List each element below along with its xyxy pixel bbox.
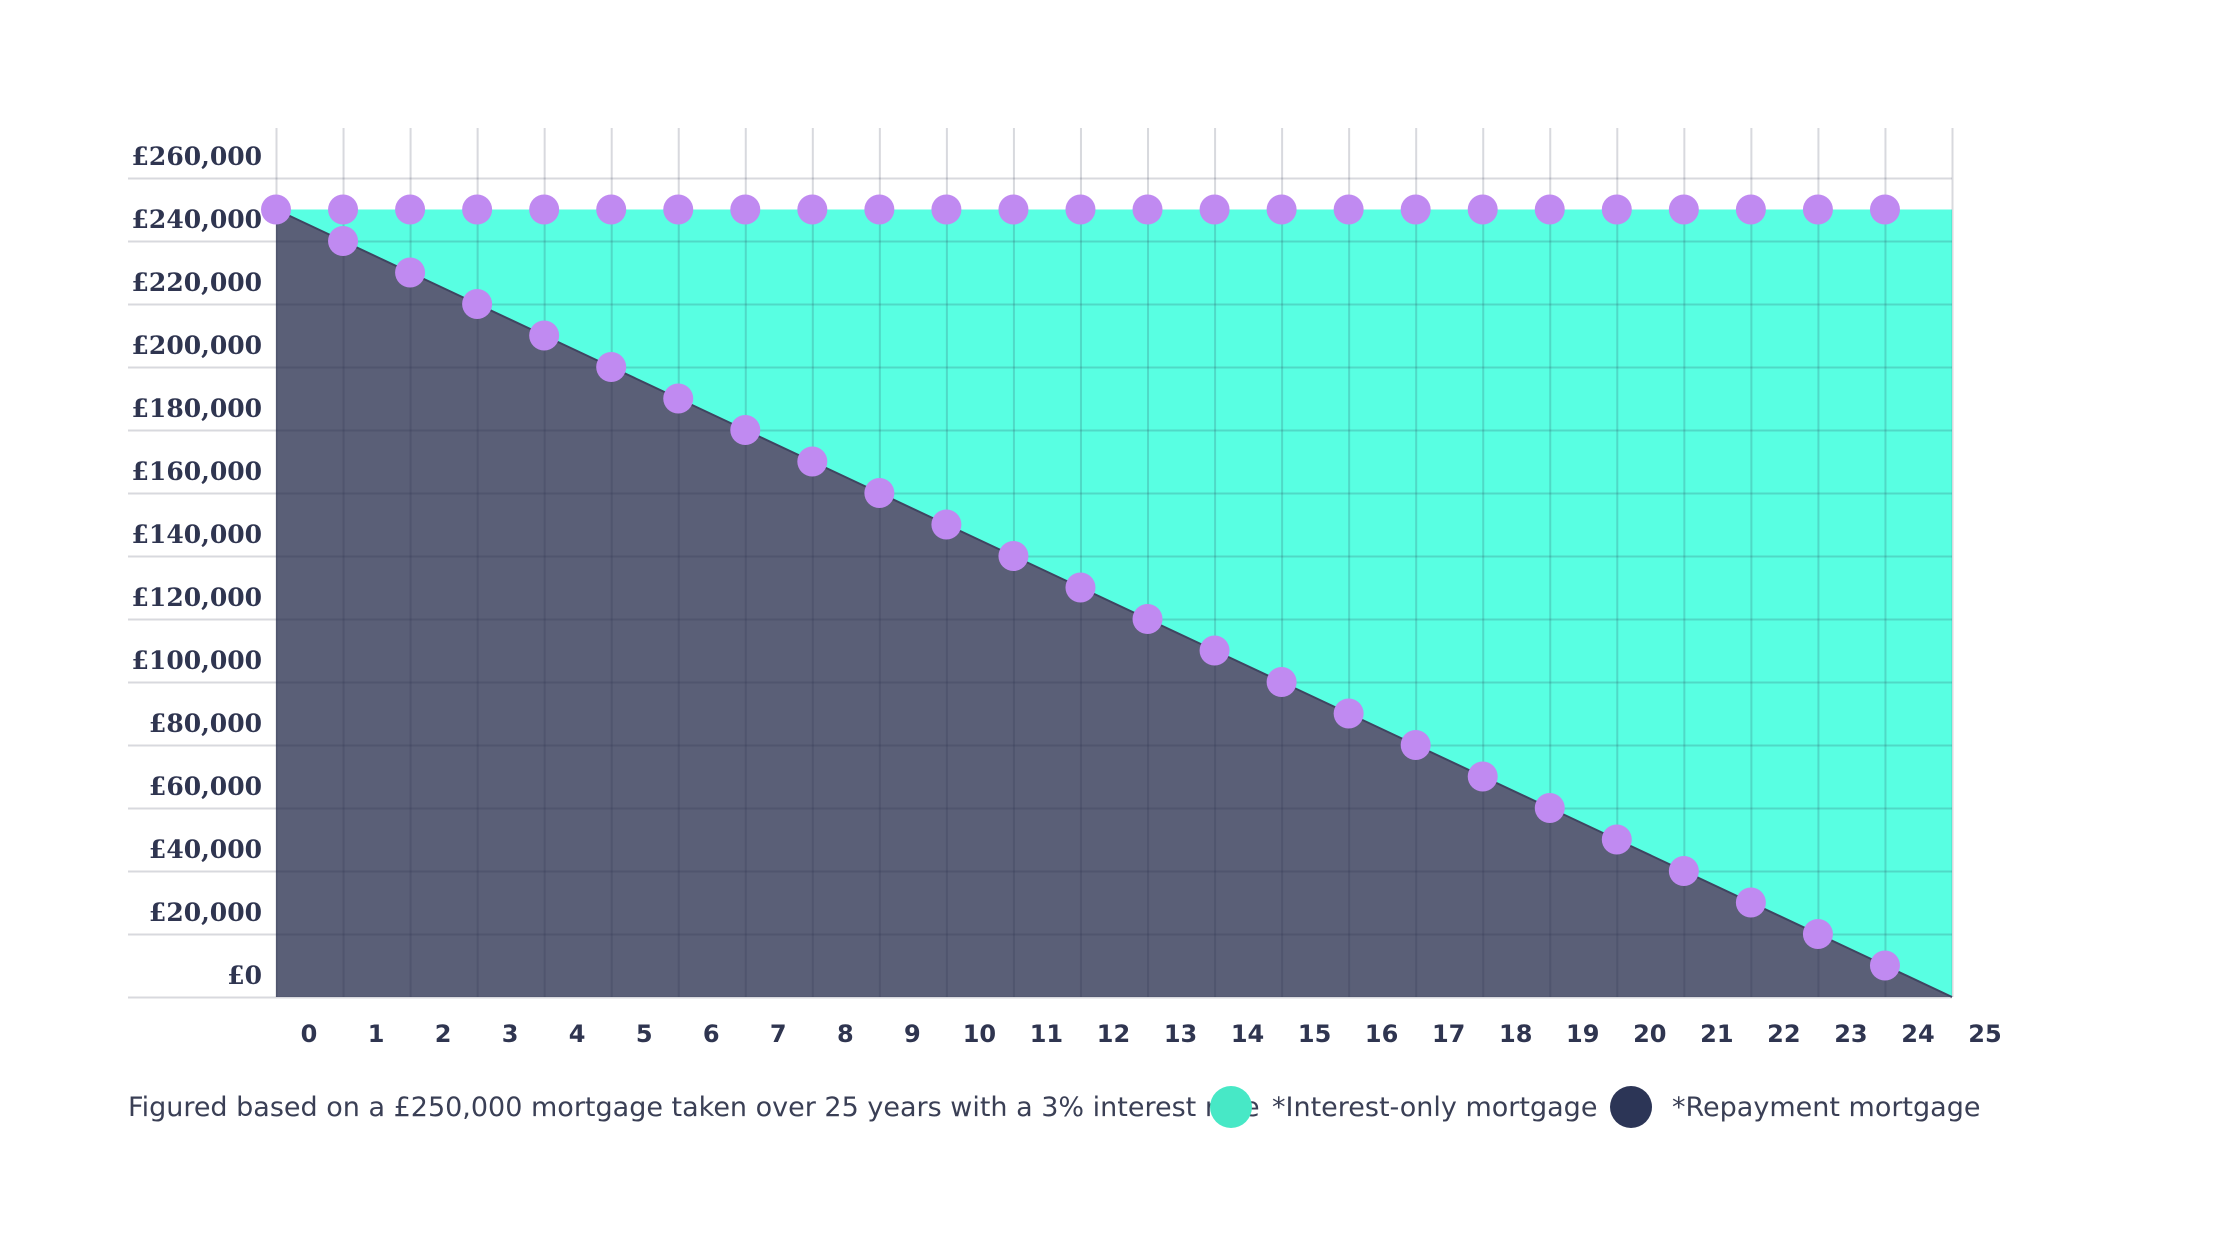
- point-repayment: [663, 383, 694, 414]
- y-tick-label: £100,000: [132, 646, 262, 675]
- chart-note: Figured based on a £250,000 mortgage tak…: [128, 1091, 1260, 1123]
- x-tick-label: 23: [1834, 1020, 1867, 1048]
- legend-item-repayment: *Repayment mortgage: [1610, 1085, 1980, 1129]
- point-interest-only: [1199, 194, 1230, 225]
- point-interest-only: [1400, 194, 1431, 225]
- x-tick-label: 20: [1633, 1020, 1666, 1048]
- point-interest-only: [328, 194, 359, 225]
- x-tick-label: 12: [1097, 1020, 1130, 1048]
- legend-swatch-interest-only: [1210, 1086, 1252, 1128]
- point-interest-only: [797, 194, 828, 225]
- x-tick-label: 18: [1499, 1020, 1532, 1048]
- point-repayment: [328, 226, 359, 256]
- x-tick-label: 0: [301, 1020, 318, 1048]
- point-repayment: [1199, 635, 1230, 666]
- x-tick-label: 25: [1968, 1020, 2001, 1048]
- point-repayment: [462, 289, 493, 319]
- x-tick-label: 9: [904, 1020, 921, 1048]
- x-tick-label: 11: [1030, 1020, 1063, 1048]
- x-tick-label: 10: [963, 1020, 996, 1048]
- point-interest-only: [1266, 194, 1297, 225]
- x-tick-label: 1: [368, 1020, 385, 1048]
- point-interest-only: [864, 194, 895, 225]
- point-interest-only: [1065, 194, 1096, 225]
- point-repayment: [1132, 604, 1163, 634]
- point-repayment: [730, 415, 761, 445]
- point-repayment: [1869, 950, 1900, 981]
- point-repayment: [931, 509, 962, 540]
- point-interest-only: [529, 194, 560, 225]
- x-tick-label: 14: [1231, 1020, 1264, 1048]
- x-tick-label: 2: [435, 1020, 452, 1048]
- x-tick-label: 24: [1901, 1020, 1934, 1048]
- y-tick-label: £260,000: [132, 142, 262, 171]
- point-interest-only: [730, 194, 761, 225]
- point-repayment: [1668, 856, 1699, 886]
- x-tick-label: 13: [1164, 1020, 1197, 1048]
- x-tick-label: 19: [1566, 1020, 1599, 1048]
- y-tick-label: £40,000: [149, 835, 262, 864]
- legend-swatch-repayment: [1610, 1086, 1652, 1128]
- point-repayment: [864, 478, 895, 508]
- point-interest-only: [1467, 194, 1498, 225]
- y-tick-label: £240,000: [132, 205, 262, 234]
- x-tick-label: 21: [1700, 1020, 1733, 1048]
- point-interest-only: [1668, 194, 1699, 225]
- y-tick-label: £160,000: [132, 457, 262, 486]
- point-interest-only: [462, 194, 493, 225]
- point-repayment: [395, 257, 426, 288]
- point-interest-only: [1869, 194, 1900, 225]
- point-interest-only: [1802, 194, 1833, 225]
- point-interest-only: [1132, 194, 1163, 225]
- x-tick-label: 6: [703, 1020, 720, 1048]
- x-tick-label: 17: [1432, 1020, 1465, 1048]
- x-tick-label: 4: [569, 1020, 586, 1048]
- point-interest-only: [931, 194, 962, 225]
- point-repayment: [1802, 919, 1833, 949]
- point-interest-only: [1534, 194, 1565, 225]
- point-repayment: [797, 446, 828, 477]
- y-tick-label: £0: [227, 961, 262, 990]
- y-tick-label: £200,000: [132, 331, 262, 360]
- legend-item-interest-only: *Interest-only mortgage: [1210, 1085, 1597, 1129]
- point-repayment: [596, 352, 627, 382]
- x-tick-label: 8: [837, 1020, 854, 1048]
- y-tick-label: £120,000: [132, 583, 262, 612]
- point-repayment: [1333, 698, 1364, 729]
- point-repayment: [1735, 887, 1766, 918]
- point-interest-only: [596, 194, 627, 225]
- point-interest-only: [1333, 194, 1364, 225]
- point-repayment: [1601, 824, 1632, 855]
- x-tick-label: 5: [636, 1020, 653, 1048]
- point-interest-only: [261, 194, 291, 225]
- x-tick-label: 3: [502, 1020, 519, 1048]
- point-repayment: [1534, 793, 1565, 823]
- point-interest-only: [395, 194, 426, 225]
- point-repayment: [998, 541, 1029, 571]
- y-tick-label: £220,000: [132, 268, 262, 297]
- y-tick-label: £60,000: [149, 772, 262, 801]
- point-repayment: [1065, 572, 1096, 603]
- point-interest-only: [663, 194, 694, 225]
- y-tick-label: £80,000: [149, 709, 262, 738]
- point-interest-only: [998, 194, 1029, 225]
- point-interest-only: [1601, 194, 1632, 225]
- point-repayment: [1400, 730, 1431, 760]
- x-tick-label: 22: [1767, 1020, 1800, 1048]
- y-tick-label: £180,000: [132, 394, 262, 423]
- point-repayment: [529, 320, 560, 351]
- y-tick-label: £140,000: [132, 520, 262, 549]
- legend-label-interest-only: *Interest-only mortgage: [1272, 1091, 1598, 1123]
- y-tick-label: £20,000: [149, 898, 262, 927]
- point-repayment: [1266, 667, 1297, 697]
- legend-label-repayment: *Repayment mortgage: [1672, 1091, 1981, 1123]
- x-tick-label: 16: [1365, 1020, 1398, 1048]
- point-repayment: [1467, 761, 1498, 792]
- x-tick-label: 15: [1298, 1020, 1331, 1048]
- point-interest-only: [1735, 194, 1766, 225]
- x-tick-label: 7: [770, 1020, 787, 1048]
